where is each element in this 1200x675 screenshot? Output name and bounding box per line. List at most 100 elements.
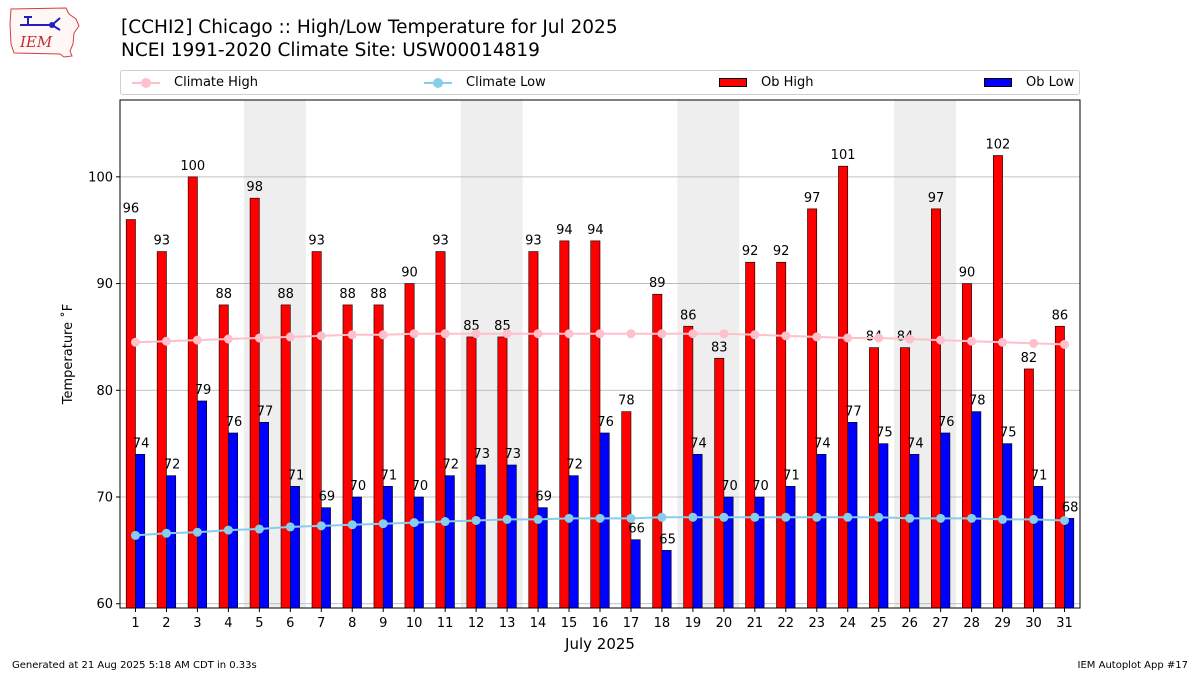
ob-low-label-day-9: 71 (381, 468, 398, 483)
climate-high-point-day-15 (564, 329, 574, 339)
ytick-label-100: 100 (88, 170, 113, 185)
ob-high-bar-day-1 (125, 219, 136, 609)
ob-low-bar-day-6 (290, 486, 300, 609)
ob-low-bar-day-15 (568, 475, 579, 609)
ob-high-bar-day-6 (280, 304, 291, 609)
xtick-label-14: 14 (530, 616, 547, 631)
climate-low-point-day-4 (223, 525, 233, 535)
climate-high-point-day-25 (874, 333, 884, 343)
ob-low-label-day-24: 77 (845, 404, 862, 419)
ob-low-bar-day-26 (909, 454, 920, 609)
xtick-label-6: 6 (286, 616, 294, 631)
ob-low-label-day-25: 75 (876, 426, 893, 441)
xtick-label-2: 2 (162, 616, 170, 631)
climate-low-point-day-8 (347, 520, 357, 530)
ob-low-bar-day-11 (444, 475, 455, 609)
xtick-label-7: 7 (317, 616, 325, 631)
station-dot-icon (49, 22, 55, 28)
climate-high-point-day-13 (502, 329, 512, 339)
ob-low-label-day-27: 76 (938, 415, 955, 430)
ob-low-label-day-23: 74 (814, 436, 831, 451)
ob-low-label-day-21: 70 (752, 479, 769, 494)
ob-high-bar-day-24 (838, 165, 849, 609)
ob-high-bar-day-23 (807, 208, 818, 609)
xtick-label-12: 12 (468, 616, 485, 631)
ob-low-label-day-7: 69 (319, 490, 336, 505)
ob-high-bar-day-26 (900, 347, 910, 609)
ob-high-bar-day-17 (621, 411, 632, 609)
legend-item-climate-high: Climate High (132, 71, 258, 94)
ob-low-bar-day-8 (351, 496, 362, 609)
ob-high-label-day-21: 92 (742, 244, 759, 259)
climate-high-point-day-20 (719, 329, 729, 339)
climate-low-point-day-23 (812, 512, 822, 522)
ob-low-label-day-8: 70 (350, 479, 367, 494)
ob-high-label-day-3: 100 (180, 159, 205, 174)
legend-swatch-ob-low (984, 78, 1012, 87)
ob-high-label-day-17: 78 (618, 394, 635, 409)
ob-low-bar-day-31 (1064, 518, 1075, 609)
legend: Climate High Climate Low Ob High Ob Low (120, 70, 1080, 95)
ob-high-bar-day-13 (497, 336, 508, 609)
legend-label-ob-high: Ob High (761, 75, 814, 90)
ob-high-bar-day-15 (559, 240, 570, 609)
ob-high-label-day-1: 96 (123, 202, 140, 217)
climate-high-point-day-29 (998, 337, 1008, 347)
climate-low-point-day-12 (471, 515, 481, 525)
ob-low-label-day-16: 76 (597, 415, 614, 430)
climate-high-point-day-16 (595, 329, 605, 339)
ob-high-bar-day-28 (962, 283, 972, 609)
ob-low-bar-day-17 (630, 539, 641, 609)
xtick-label-11: 11 (437, 616, 454, 631)
legend-item-ob-high: Ob High (719, 71, 814, 94)
legend-label-climate-high: Climate High (174, 75, 259, 90)
ytick-label-60: 60 (96, 597, 113, 612)
ob-high-label-day-28: 90 (959, 266, 976, 281)
ob-high-bar-day-7 (311, 251, 322, 609)
ob-high-label-day-7: 93 (308, 234, 325, 249)
ob-low-bar-day-19 (692, 454, 703, 609)
climate-low-point-day-24 (843, 512, 853, 522)
ob-high-label-day-9: 88 (370, 287, 387, 302)
xtick-label-8: 8 (348, 616, 356, 631)
ob-high-label-day-10: 90 (401, 266, 418, 281)
legend-swatch-ob-high (719, 78, 747, 87)
plot-frame (119, 99, 1081, 609)
ob-low-bar-day-2 (166, 475, 177, 609)
ob-low-label-day-15: 72 (566, 458, 583, 473)
ob-low-label-day-31: 68 (1062, 500, 1079, 515)
ob-high-bar-day-31 (1054, 325, 1065, 609)
ob-high-label-day-11: 93 (432, 234, 449, 249)
xtick-label-16: 16 (592, 616, 609, 631)
ob-low-bar-day-18 (661, 550, 672, 609)
ob-low-bar-day-30 (1033, 486, 1044, 609)
climate-high-point-day-22 (781, 331, 791, 341)
ob-low-bar-day-25 (878, 443, 889, 609)
legend-item-ob-low: Ob Low (984, 71, 1074, 94)
climate-low-point-day-7 (316, 521, 326, 531)
ob-high-bar-day-9 (373, 304, 384, 609)
ob-low-bar-day-9 (382, 486, 393, 609)
ob-low-label-day-3: 79 (195, 383, 212, 398)
ob-high-label-day-24: 101 (831, 148, 856, 163)
climate-high-point-day-28 (967, 336, 977, 346)
ob-high-label-day-30: 82 (1021, 351, 1038, 366)
ob-high-label-day-5: 98 (246, 180, 263, 195)
ob-low-label-day-22: 71 (783, 468, 800, 483)
ob-low-label-day-14: 69 (535, 490, 552, 505)
climate-low-point-day-19 (688, 512, 698, 522)
climate-low-point-day-25 (874, 512, 884, 522)
ob-high-label-day-23: 97 (804, 191, 821, 206)
xtick-label-28: 28 (963, 616, 980, 631)
ob-low-label-day-30: 71 (1031, 468, 1048, 483)
climate-low-point-day-27 (936, 513, 946, 523)
ytick-label-90: 90 (96, 277, 113, 292)
ob-high-label-day-31: 86 (1052, 308, 1069, 323)
ob-high-bar-day-30 (1023, 368, 1034, 609)
ytick-label-70: 70 (96, 491, 113, 506)
climate-high-point-day-7 (316, 331, 326, 341)
x-axis-label: July 2025 (564, 635, 635, 653)
xtick-label-17: 17 (623, 616, 640, 631)
climate-low-point-day-10 (409, 518, 419, 528)
climate-high-point-day-2 (161, 336, 171, 346)
